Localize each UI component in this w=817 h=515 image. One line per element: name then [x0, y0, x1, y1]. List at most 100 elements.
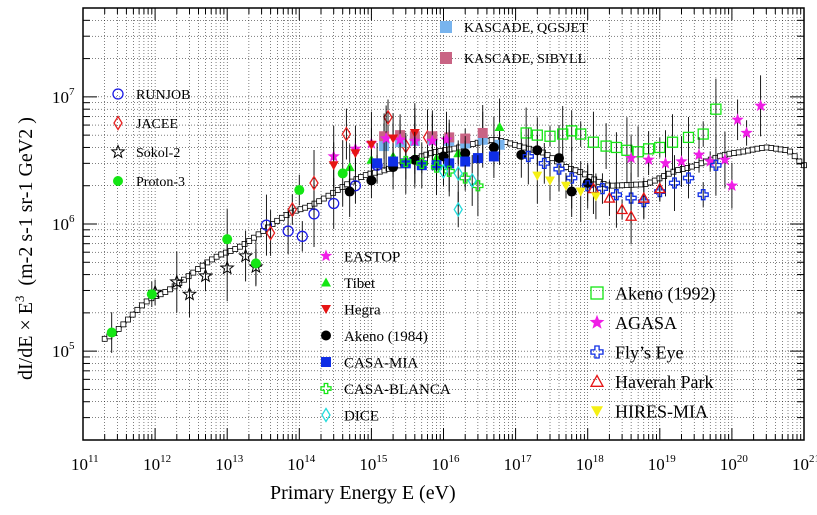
x-tick-label: 1018 [576, 453, 605, 474]
model-curve-point [637, 181, 644, 188]
model-curve-point [791, 153, 798, 160]
legend-marker-runjob [112, 88, 124, 100]
model-curve-point [577, 169, 584, 176]
x-tick-label: 1020 [720, 453, 749, 474]
dice-point [453, 165, 463, 182]
model-curve-point [213, 253, 220, 260]
agasa-point [704, 155, 717, 167]
x-tick-label: 1013 [215, 453, 244, 474]
legend-marker-casa-blanca [320, 382, 332, 395]
model-curve-point [731, 150, 737, 156]
hires-mia-point [575, 187, 586, 197]
fly-s-eye-point [553, 163, 565, 175]
legend-label-akeno-1992: Akeno (1992) [615, 283, 715, 304]
model-curve-point [647, 179, 654, 186]
legend-marker-kascade-qgsjet [440, 21, 452, 33]
legend-label-dice: DICE [344, 408, 379, 424]
sokol-2-point [181, 286, 198, 301]
x-tick-label: 1019 [648, 453, 677, 474]
x-tick-label: 1016 [432, 453, 461, 474]
model-curve-point [367, 170, 374, 177]
legend-marker-agasa [589, 314, 605, 329]
eastop-point [393, 133, 407, 145]
proton-3-point [146, 289, 157, 300]
svg-text:dI/dE × E3(m-2 s-1 sr-1 GeV2 ): dI/dE × E3 (m-2 s-1 sr-1 GeV2 ) [12, 117, 37, 380]
akeno-1992-point [544, 130, 556, 142]
model-curve-point [143, 298, 150, 305]
legend-label-haverah-park: Haverah Park [615, 372, 713, 392]
model-curve-point [787, 148, 793, 155]
casa-blanca-point [443, 165, 455, 177]
model-curve-point [768, 145, 775, 151]
jacee-point [287, 201, 298, 218]
haverah-park-point [625, 209, 638, 221]
casa-mia-point [460, 156, 471, 167]
fly-s-eye-point [566, 172, 578, 184]
fly-s-eye-point [625, 192, 637, 204]
grid-lines [83, 8, 804, 440]
legend-marker-proton-3 [113, 176, 123, 186]
model-curve-point [735, 149, 742, 156]
legend-label-hegra: Hegra [344, 302, 381, 318]
runjob-point [328, 197, 340, 210]
akeno-1992-point [587, 136, 600, 148]
haverah-park-point [637, 191, 650, 203]
sokol-2-point [238, 248, 254, 263]
legend-marker-fly-s-eye [590, 345, 604, 359]
agasa-point [740, 126, 753, 139]
dice-point [453, 201, 463, 218]
legend-marker-kascade-sibyll [440, 52, 452, 64]
model-curve-point [609, 182, 616, 189]
model-curve-point [693, 162, 700, 168]
model-curve-point [204, 259, 211, 266]
legend-label-kascade-sibyll: KASCADE, SIBYLL [464, 52, 586, 67]
akeno-1992-point [520, 127, 532, 139]
agasa-point [642, 153, 655, 165]
legend-label-fly-s-eye: Fly’s Eye [615, 342, 684, 362]
model-curve-point [237, 243, 243, 250]
jacee-point [383, 109, 393, 126]
model-curve-point [740, 148, 747, 155]
akeno-1992-point [621, 144, 633, 156]
casa-mia-point [488, 151, 499, 162]
legend-marker-akeno-1984 [321, 330, 331, 341]
model-curve-point [581, 171, 588, 178]
legend-label-agasa: AGASA [615, 313, 677, 333]
model-curve-point [679, 166, 686, 172]
agasa-point [675, 155, 688, 167]
model-curve-point [232, 246, 239, 252]
model-curve-point [334, 187, 341, 193]
haverah-park-point [653, 182, 666, 194]
legend-marker-sokol-2 [110, 144, 126, 159]
legend-marker-jacee [113, 115, 123, 131]
model-curve-point [134, 306, 141, 313]
model-curve-point [675, 167, 682, 173]
x-tick-label: 1011 [71, 453, 99, 474]
model-curve-point [190, 269, 197, 276]
agasa-point [754, 99, 767, 112]
model-curve-point [726, 150, 733, 157]
hires-mia-point [590, 192, 601, 202]
model-curve-point [749, 146, 756, 153]
kascade-sibyll-point [477, 127, 488, 138]
model-curve-point [773, 145, 779, 152]
hires-mia-point [560, 181, 571, 191]
model-curve-point [223, 249, 229, 256]
model-curve-point [665, 170, 672, 177]
data-points [106, 75, 767, 353]
runjob-point [260, 219, 273, 231]
akeno-1992-point [566, 125, 578, 137]
agasa-point [731, 113, 744, 126]
akeno-1992-point [557, 128, 569, 140]
hegra-point [388, 134, 399, 144]
model-curve-point [526, 145, 532, 152]
y-tick-label: 105 [52, 340, 75, 361]
eastop-point [426, 134, 439, 147]
model-curve-point [470, 140, 476, 147]
haverah-park-point [603, 191, 616, 203]
legend-marker-tibet [321, 277, 331, 287]
model-curve [101, 137, 807, 342]
y-tick-label: 106 [52, 213, 75, 234]
model-curve-point [250, 234, 257, 241]
